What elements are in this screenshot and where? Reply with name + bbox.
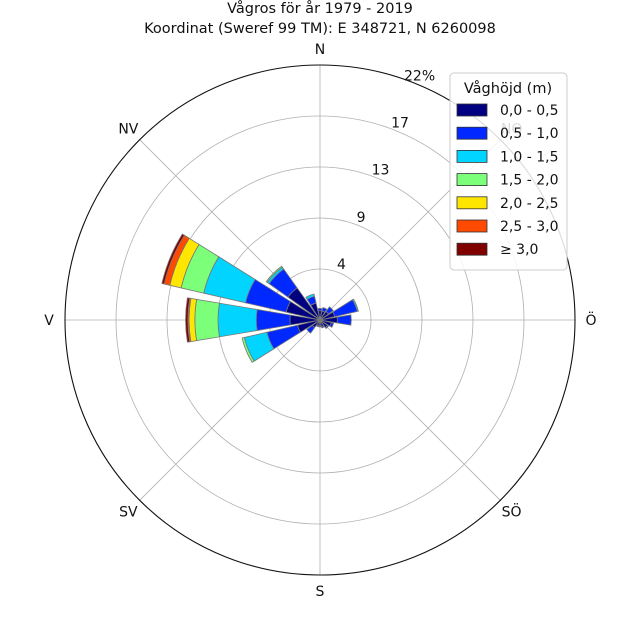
legend-swatch (456, 149, 488, 163)
legend-label: 0,0 - 0,5 (500, 103, 558, 119)
outer-frame (64, 64, 576, 576)
direction-label: SÖ (502, 503, 522, 521)
legend-swatch (456, 242, 488, 256)
legend-label: ≥ 3,0 (500, 242, 538, 258)
legend-label: 2,5 - 3,0 (500, 219, 558, 235)
legend-label: 2,0 - 2,5 (500, 196, 558, 212)
sector-bar (321, 325, 325, 329)
sector-bar (321, 307, 328, 313)
sector-bar (305, 293, 316, 300)
legend-label: 1,5 - 2,0 (500, 173, 558, 189)
legend-label: 1,0 - 1,5 (500, 149, 558, 165)
sector-bar (306, 324, 316, 334)
sector-bar (241, 336, 255, 363)
direction-label: SV (119, 505, 138, 521)
radial-ticks: 4 9 13 17 22% (337, 68, 435, 272)
chart-title: Vågros för år 1979 - 2019 (227, 0, 413, 17)
radial-tick-label: 13 (372, 163, 390, 179)
polar-bars (161, 233, 359, 363)
sector-bar (325, 306, 334, 315)
radial-tick-label: 9 (357, 210, 366, 226)
sector-bar (351, 298, 359, 312)
direction-label: Ö (585, 311, 596, 329)
sector-bar (185, 297, 191, 343)
sector-bar (255, 309, 291, 331)
legend-swatch (456, 173, 488, 187)
sector-bar (217, 302, 258, 338)
chart-subtitle: Koordinat (Sweref 99 TM): E 348721, N 62… (144, 21, 496, 37)
radial-tick-label: 17 (391, 116, 409, 132)
sector-bar (336, 314, 352, 326)
sector-bar (324, 324, 330, 330)
legend-swatch (456, 196, 488, 210)
direction-label: V (44, 313, 54, 329)
sector-bar (317, 308, 323, 312)
legend-swatch (456, 103, 488, 117)
radial-tick-label: 22% (404, 68, 435, 84)
radial-tick-label: 4 (337, 257, 346, 273)
sector-bar (161, 233, 185, 285)
legend-title: Våghöjd (m) (464, 80, 552, 97)
direction-label: NV (118, 121, 138, 137)
grid-spoke (139, 319, 321, 501)
direction-label: N (315, 42, 325, 58)
legend: Våghöjd (m) 0,0 - 0,5 0,5 - 1,0 1,0 - 1,5 1… (449, 72, 568, 271)
sector-bar (265, 265, 283, 283)
sector-bar (318, 325, 322, 328)
legend-swatch (456, 126, 488, 140)
legend-label: 0,5 - 1,0 (500, 126, 558, 142)
grid-spoke (319, 319, 501, 501)
sector-bar (329, 322, 335, 328)
sector-bar (194, 298, 220, 342)
legend-swatch (456, 219, 488, 233)
direction-label: S (316, 584, 325, 600)
